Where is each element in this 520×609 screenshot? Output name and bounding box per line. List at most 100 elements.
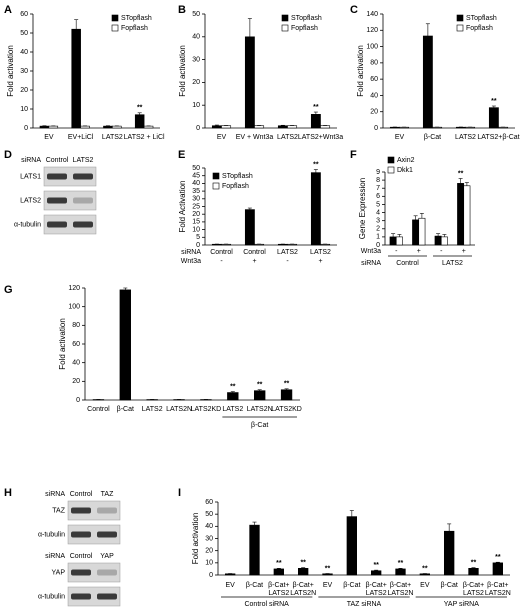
blot-band <box>71 593 91 600</box>
y-tick-label: 9 <box>376 169 380 176</box>
x-tick-label: EV <box>44 134 54 141</box>
significance: ** <box>276 560 282 567</box>
lane-label: Control <box>70 491 93 498</box>
blot-band <box>71 569 91 576</box>
significance: ** <box>230 383 236 390</box>
y-tick-label: 20 <box>192 211 200 218</box>
error-bar <box>413 215 418 220</box>
legend-swatch <box>387 156 395 164</box>
bar <box>346 516 358 576</box>
x-tick-label: LATS2 + LiCl <box>124 134 165 141</box>
bar <box>254 390 266 401</box>
bar <box>249 524 260 576</box>
bar <box>440 236 448 246</box>
y-tick-label: 20 <box>370 109 378 116</box>
blot-band <box>71 531 91 538</box>
group-label: TAZ siRNA <box>347 601 382 608</box>
blot-background <box>43 190 97 211</box>
bar <box>488 107 499 129</box>
y-tick-label: 4 <box>376 209 380 216</box>
lane-label: LATS2 <box>73 157 94 164</box>
significance: ** <box>471 560 477 567</box>
x-tick-line: LATS2 <box>463 590 484 597</box>
panel-label: B <box>178 4 186 16</box>
legend-swatch <box>111 24 119 32</box>
error-bar <box>391 233 396 237</box>
blot-band <box>97 507 117 514</box>
y-tick-label: 60 <box>20 11 28 18</box>
bar <box>443 530 455 576</box>
y-tick-label: 20 <box>72 378 80 385</box>
group-label: LATS2 <box>442 260 463 267</box>
error-bar <box>301 567 306 569</box>
bar <box>412 219 420 246</box>
x-tick-label: EV + Wnt3a <box>236 134 274 141</box>
bar <box>39 125 50 129</box>
x-tick-label: β-Cat <box>246 582 263 589</box>
x-row-value: + <box>318 258 322 265</box>
error-bar <box>447 523 452 532</box>
blot-band <box>97 531 117 538</box>
error-bar <box>247 207 252 210</box>
x-tick-line: β-Cat <box>246 582 263 589</box>
legend-swatch <box>456 14 464 22</box>
y-tick-label: 10 <box>192 226 200 233</box>
bar <box>463 185 471 246</box>
x-tick-line: EV <box>420 582 430 589</box>
x-tick-label: EV <box>225 582 235 589</box>
y-tick-label: 0 <box>196 242 200 249</box>
legend-swatch <box>456 24 464 32</box>
significance: ** <box>325 565 331 572</box>
x-tick-line: β-Cat <box>343 582 360 589</box>
blot-background <box>67 562 121 583</box>
lane-label: Control <box>46 157 69 164</box>
group-label: Control <box>396 260 419 267</box>
legend-label: Fopflash <box>222 183 249 190</box>
error-bar <box>257 389 262 391</box>
blot-background <box>67 586 121 607</box>
x-tick-label: β-Cat <box>343 582 360 589</box>
y-tick-label: 2 <box>376 226 380 233</box>
y-tick-label: 0 <box>24 125 28 132</box>
x-row-value: - <box>286 258 289 265</box>
x-tick-line: LATS2 <box>268 590 289 597</box>
x-tick-label: β-Cat <box>117 406 134 413</box>
significance: ** <box>137 105 143 112</box>
y-tick-label: 0 <box>374 125 378 132</box>
y-tick-label: 30 <box>192 196 200 203</box>
x-tick-label: LATS2 <box>102 134 123 141</box>
error-bar <box>464 182 469 186</box>
group-label: β-Cat <box>251 422 268 429</box>
panel-label: A <box>4 4 12 16</box>
bar <box>418 217 426 246</box>
error-bar <box>313 111 318 115</box>
error-bar <box>247 18 252 37</box>
significance: ** <box>458 170 464 177</box>
error-bar <box>495 561 500 563</box>
legend-swatch <box>111 14 119 22</box>
x-tick-label: β-Cat+ LATS2N <box>290 582 316 597</box>
blot-row-label: LATS2 <box>20 197 41 204</box>
significance: ** <box>284 381 290 388</box>
y-axis-label: Fold activation <box>191 513 200 565</box>
group-label: YAP siRNA <box>444 601 479 608</box>
x-row-value: - <box>220 258 223 265</box>
y-tick-label: 0 <box>376 242 380 249</box>
bar <box>119 289 131 401</box>
bar <box>211 125 222 129</box>
legend-label: Dkk1 <box>397 167 413 174</box>
y-tick-label: 7 <box>376 185 380 192</box>
y-axis-label: Fold activation <box>356 45 365 97</box>
bar <box>244 209 255 246</box>
lanes-label: siRNA <box>21 157 41 164</box>
y-tick-label: 10 <box>205 560 213 567</box>
y-tick-label: 80 <box>72 322 80 329</box>
legend-label: Axin2 <box>397 157 415 164</box>
y-axis-label: Fold activation <box>178 45 187 97</box>
panel-label: H <box>4 487 12 499</box>
error-bar <box>397 234 402 237</box>
x-tick-label: LATS2KD <box>271 406 302 413</box>
x-tick-line: β-Cat <box>441 582 458 589</box>
significance: ** <box>398 560 404 567</box>
bar <box>71 28 81 129</box>
